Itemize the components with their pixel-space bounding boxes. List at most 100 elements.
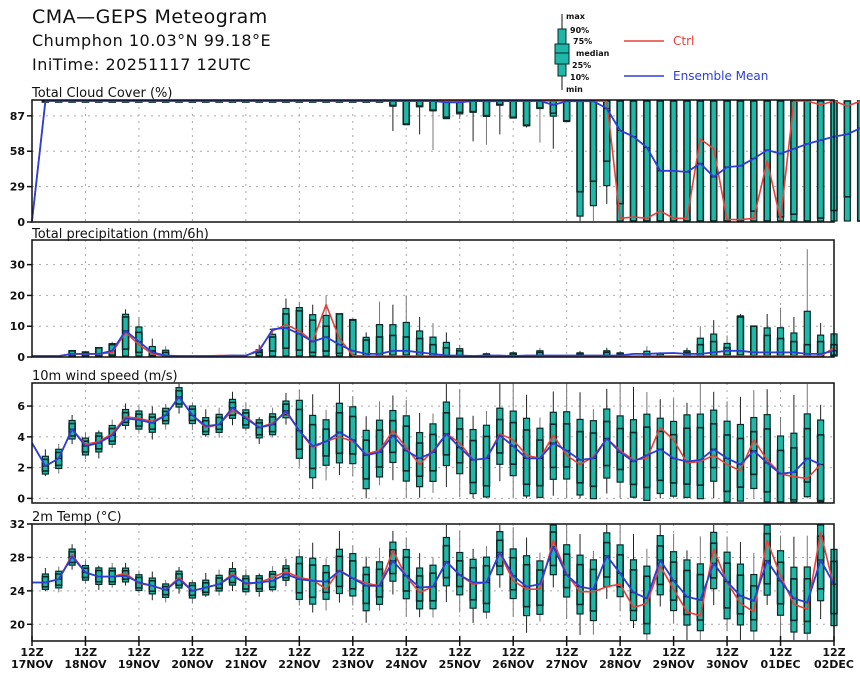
boxplot-wind (201, 409, 210, 437)
boxplot-temp (161, 580, 170, 603)
x-tick-time: 12Z (502, 646, 525, 659)
boxplot-temp (322, 558, 330, 611)
box-inner (282, 313, 290, 350)
boxplot-cloud (469, 100, 477, 142)
boxplot-temp (41, 567, 50, 592)
box-inner (749, 584, 758, 621)
boxplot-wind (576, 392, 584, 499)
boxplot-wind (790, 394, 798, 503)
panel-cloud: Total Cloud Cover (%) 0 29 58 87 (10, 86, 860, 229)
box-inner (482, 435, 491, 487)
box-inner (375, 568, 384, 598)
box-inner (522, 429, 531, 486)
mean-line-cloud (31, 100, 860, 222)
legend-10: 10% (570, 73, 589, 82)
box-inner (669, 100, 678, 222)
boxplot-cloud (629, 100, 638, 222)
box-inner (415, 575, 424, 602)
x-tick-date: 02DEC (814, 658, 854, 671)
box-inner (749, 325, 758, 357)
y-tick-label: 6 (17, 400, 25, 413)
boxplot-cloud (429, 100, 437, 151)
panel-title-temp: 2m Temp (°C) (32, 510, 122, 525)
box-inner (629, 569, 638, 612)
boxplot-precip (429, 323, 437, 357)
boxplot-wind (643, 392, 651, 501)
box-inner (776, 449, 785, 503)
x-tick-time: 12Z (715, 646, 738, 659)
boxplot-cloud (669, 100, 678, 222)
box-inner (335, 313, 344, 355)
boxplot-cloud (549, 100, 558, 149)
boxplot-cloud (696, 100, 705, 222)
box-inner (389, 334, 397, 356)
boxplot-cloud (589, 100, 598, 221)
box-inner (482, 564, 491, 605)
boxplot-wind (255, 417, 264, 444)
x-tick-time: 12Z (769, 646, 792, 659)
x-tick-time: 12Z (288, 646, 311, 659)
y-tick-label: 58 (10, 145, 25, 158)
panel-title-cloud: Total Cloud Cover (%) (31, 86, 172, 101)
boxplot-wind (803, 384, 812, 499)
legend-boxplot-icon (554, 14, 570, 90)
box-inner (803, 427, 812, 483)
box-inner (589, 100, 598, 183)
boxplot-cloud (616, 100, 624, 222)
boxplot-precip (816, 323, 825, 357)
y-tick-label: 29 (10, 181, 25, 194)
boxplot-temp (362, 556, 370, 623)
box-inner (415, 442, 424, 478)
legend-max: max (566, 12, 586, 21)
y-tick-label: 28 (10, 551, 25, 564)
legend-mean-label: Ensemble Mean (673, 69, 768, 83)
box-inner (696, 100, 705, 222)
boxplot-precip (709, 320, 718, 357)
box-inner (709, 423, 718, 469)
boxplot-wind (282, 392, 290, 425)
box-inner (362, 573, 370, 605)
mean-line-temp (32, 545, 835, 604)
x-tick-time: 12Z (127, 646, 150, 659)
x-tick-time: 12Z (234, 646, 257, 659)
y-tick-label: 0 (17, 492, 25, 505)
boxplot-wind (776, 417, 785, 503)
box-inner (562, 423, 571, 468)
x-tick-date: 24NOV (385, 658, 428, 671)
boxplot-cloud (402, 100, 411, 126)
boxplot-cloud (562, 100, 571, 123)
boxplot-temp (790, 536, 798, 640)
box-inner (268, 336, 277, 352)
boxplot-cloud (803, 100, 812, 222)
boxplot-wind (362, 416, 370, 499)
x-tick-time: 12Z (20, 646, 43, 659)
panel-frame (31, 523, 835, 642)
boxplot-temp (375, 547, 384, 611)
boxplot-temp (803, 535, 812, 640)
box-inner (442, 100, 451, 118)
boxplot-precip (402, 295, 411, 357)
box-inner (643, 575, 651, 625)
boxplot-temp (696, 536, 705, 640)
box-inner (522, 100, 531, 126)
y-tick-label: 32 (10, 518, 25, 531)
boxplot-temp (255, 573, 264, 597)
box-inner (348, 415, 357, 455)
boxplot-temp (643, 548, 651, 640)
boxplot-temp (749, 552, 758, 640)
y-tick-label: 0 (17, 216, 25, 229)
box-inner (469, 439, 477, 484)
station-location: Chumphon 10.03°N 99.18°E (32, 31, 272, 50)
box-inner (308, 319, 317, 354)
legend-75: 75% (573, 37, 592, 46)
box-inner (455, 560, 464, 588)
box-inner (255, 422, 264, 436)
boxplot-precip (790, 316, 798, 357)
panel-wind: 10m wind speed (m/s) 0 2 4 6 (17, 369, 835, 505)
x-tick-date: 23NOV (332, 658, 375, 671)
x-tick-date: 20NOV (171, 658, 214, 671)
boxplot-precip (308, 304, 317, 357)
boxplot-wind (669, 398, 678, 499)
boxplot-wind (763, 389, 771, 503)
box-inner (696, 426, 705, 486)
